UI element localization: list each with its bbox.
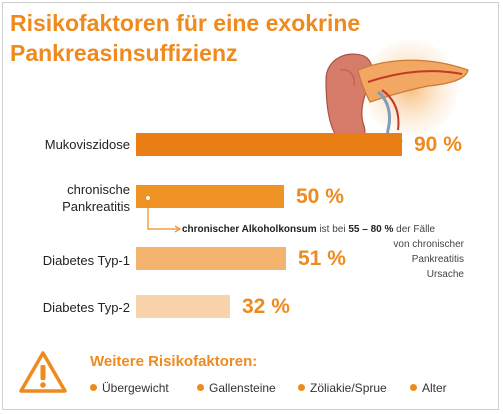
note-text-2: der Fälle (396, 224, 436, 235)
value-label-diabetes-typ2: 32 % (242, 295, 290, 318)
more-risk-factors-title: Weitere Risikofaktoren: (90, 353, 258, 370)
bar-diabetes-typ2 (136, 295, 230, 318)
note-line-2: von chronischer (393, 239, 464, 250)
category-label-diabetes-typ1: Diabetes Typ-1 (42, 253, 130, 268)
value-label-pankreatitis: 50 % (296, 185, 344, 208)
bar-mukoviszidose (136, 133, 402, 156)
note-bold-2: 55 – 80 % (348, 224, 394, 235)
bullet-dot-icon (298, 384, 305, 391)
bar-diabetes-typ1 (136, 247, 286, 270)
figure-frame (2, 2, 499, 410)
value-label-diabetes-typ1: 51 % (298, 247, 346, 270)
list-item: Alter (410, 381, 447, 395)
warning-triangle-icon (19, 351, 67, 393)
list-item: Zöliakie/Sprue (298, 381, 387, 395)
note-line-3: Pankreatitis (411, 254, 464, 265)
more-risk-factors-list: Übergewicht Gallensteine Zöliakie/Sprue … (90, 381, 490, 397)
note-line-4: Ursache (426, 269, 464, 280)
list-item: Gallensteine (197, 381, 276, 395)
value-label-mukoviszidose: 90 % (414, 133, 462, 156)
annotation-note: chronischer Alkoholkonsum ist bei 55 – 8… (182, 222, 490, 282)
category-label-mukoviszidose: Mukoviszidose (44, 137, 130, 152)
pancreas-illustration (325, 40, 469, 146)
risk-item-label: Alter (422, 381, 447, 395)
list-item: Übergewicht (90, 381, 169, 395)
bullet-dot-icon (410, 384, 417, 391)
title-line-1: Risikofaktoren für eine exokrine (10, 10, 361, 36)
risk-item-label: Gallensteine (209, 381, 276, 395)
category-label-pankreatitis: chronische Pankreatitis (62, 182, 130, 214)
note-bold-1: chronischer Alkoholkonsum (182, 224, 317, 235)
risk-item-label: Übergewicht (102, 381, 169, 395)
annotation-connector (144, 195, 182, 233)
bullet-dot-icon (90, 384, 97, 391)
title-line-2: Pankreasinsuffizienz (10, 40, 238, 66)
bar-pankreatitis (136, 185, 284, 208)
note-text-1: ist bei (319, 224, 346, 235)
chart-title: Risikofaktoren für eine exokrine Pankrea… (10, 8, 390, 68)
risk-item-label: Zöliakie/Sprue (310, 381, 387, 395)
bullet-dot-icon (197, 384, 204, 391)
category-label-diabetes-typ2: Diabetes Typ-2 (42, 300, 130, 315)
